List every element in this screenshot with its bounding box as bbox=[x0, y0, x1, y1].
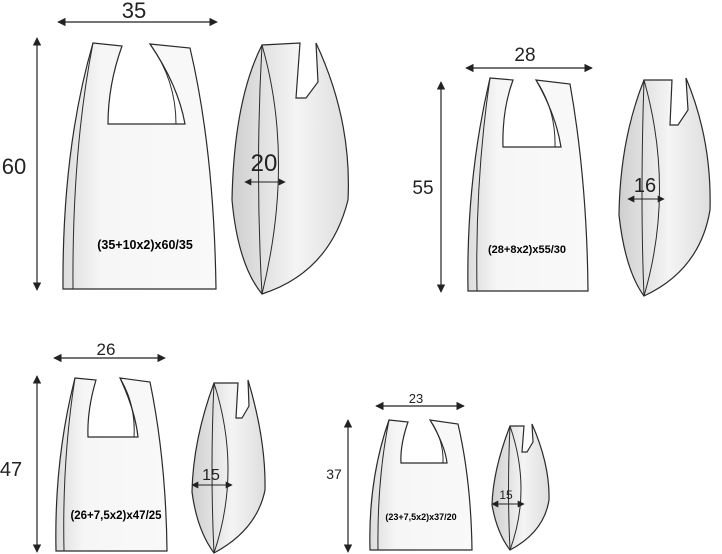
bag-3-side-view bbox=[191, 379, 266, 554]
bag-2: 28 55 16 (28+8x2)x55/30 bbox=[412, 45, 711, 297]
bag-1-gusset-label: 20 bbox=[251, 150, 278, 177]
bag-3: 26 47 15 (26+7,5x2)x47/25 bbox=[0, 340, 266, 554]
bag-2-gusset-label: 16 bbox=[634, 175, 656, 197]
bag-1-side-view bbox=[231, 42, 349, 295]
bag-3-height-label: 47 bbox=[0, 459, 22, 481]
bag-1: 35 60 20 (35+10x2)x60/35 bbox=[2, 0, 349, 295]
bag-1-front-view bbox=[62, 42, 217, 290]
bag-2-front-view bbox=[467, 77, 589, 292]
bag-3-width-label: 26 bbox=[97, 340, 116, 359]
bag-2-width-label: 28 bbox=[514, 45, 535, 66]
bag-2-height-label: 55 bbox=[412, 178, 433, 199]
bag-4-gusset-label: 15 bbox=[499, 488, 513, 502]
bag-2-spec-label: (28+8x2)x55/30 bbox=[488, 244, 566, 256]
bag-2-side-view bbox=[618, 77, 711, 297]
bag-4-height-label: 37 bbox=[326, 466, 342, 482]
bag-1-height-label: 60 bbox=[2, 154, 26, 179]
bag-3-front-view bbox=[55, 377, 168, 552]
bag-3-spec-label: (26+7,5x2)x47/25 bbox=[70, 510, 162, 522]
bag-3-gusset-label: 15 bbox=[202, 467, 220, 484]
bag-4-width-label: 23 bbox=[409, 391, 423, 406]
bag-4-front-view bbox=[369, 419, 473, 551]
bag-4-spec-label: (23+7,5x2)x37/20 bbox=[385, 512, 456, 522]
bag-1-spec-label: (35+10x2)x60/35 bbox=[97, 238, 193, 252]
bag-1-width-label: 35 bbox=[122, 0, 146, 23]
bag-4: 23 37 15 (23+7,5x2)x37/20 bbox=[326, 391, 550, 553]
